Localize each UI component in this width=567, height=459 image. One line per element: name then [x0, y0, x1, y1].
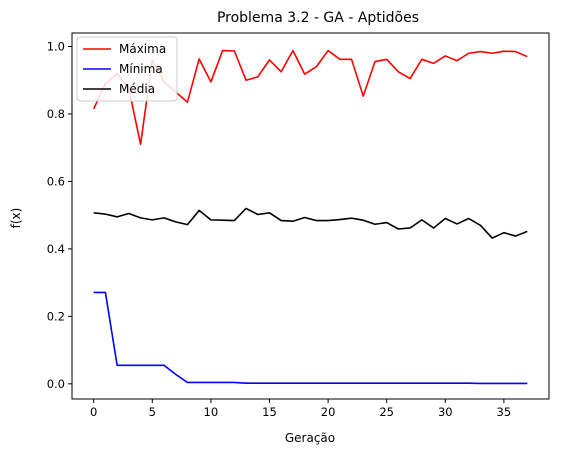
- x-tick-label: 30: [438, 405, 453, 419]
- legend-label: Máxima: [119, 42, 166, 56]
- x-tick-label: 5: [149, 405, 156, 419]
- x-axis-label: Geração: [285, 431, 335, 445]
- x-tick-label: 15: [262, 405, 277, 419]
- legend: Máxima Mínima Média: [76, 36, 178, 102]
- y-tick-label: 0.6: [47, 174, 65, 188]
- chart-title: Problema 3.2 - GA - Aptidões: [217, 10, 419, 26]
- plot-frame: [71, 32, 550, 400]
- legend-label: Média: [119, 82, 155, 96]
- series-line-1: [93, 291, 528, 385]
- x-tick-label: 25: [379, 405, 394, 419]
- y-tick-label: 0.4: [47, 242, 65, 256]
- x-tick-label: 20: [321, 405, 336, 419]
- legend-box: [76, 36, 178, 102]
- legend-label: Mínima: [119, 62, 163, 76]
- y-tick-label: 0.0: [47, 377, 65, 391]
- x-tick-label: 10: [204, 405, 219, 419]
- y-tick-label: 0.8: [47, 107, 65, 121]
- series-line-2: [93, 207, 528, 239]
- axes-layer: 0 5 10 15 20 25 30 35 0.0 0.2 0.4 0.6 0.8 1.0: [47, 32, 550, 419]
- y-axis-label: f(x): [9, 208, 23, 229]
- x-tick-label: 0: [90, 405, 97, 419]
- x-tick-label: 35: [497, 405, 512, 419]
- y-tick-label: 1.0: [47, 39, 65, 53]
- y-tick-label: 0.2: [47, 309, 65, 323]
